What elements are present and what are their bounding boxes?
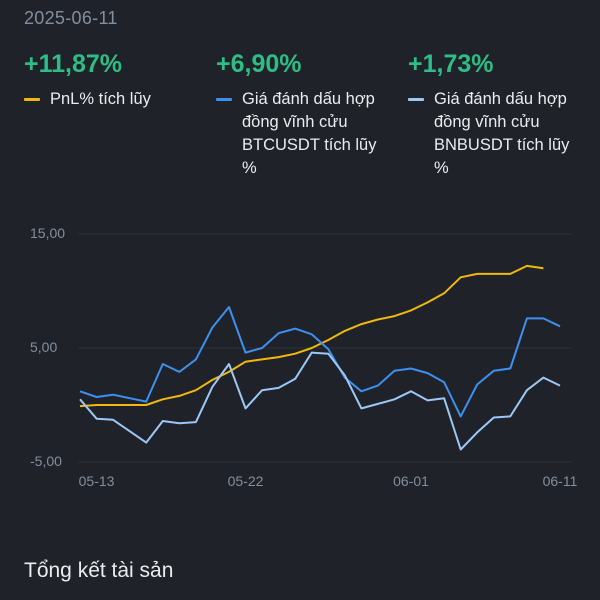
btc-legend-swatch	[216, 98, 232, 101]
pnl-legend-label: PnL% tích lũy	[50, 90, 151, 108]
bnb-legend-label: Giá đánh dấu hợp đồng vĩnh cửu BNBUSDT t…	[434, 90, 570, 177]
series-line-2	[79, 351, 561, 451]
series-line-0	[79, 264, 544, 408]
bnb-value: +1,73%	[408, 50, 494, 78]
btc-stat: +6,90% Giá đánh dấu hợp đồng vĩnh cửu BT…	[216, 50, 396, 180]
pnl-legend: PnL% tích lũy	[24, 88, 204, 111]
x-tick-label: 06-01	[393, 473, 429, 489]
y-tick-label: 5,00	[30, 339, 58, 355]
bnb-stat: +1,73% Giá đánh dấu hợp đồng vĩnh cửu BN…	[408, 50, 583, 180]
x-tick-label: 05-13	[78, 473, 115, 489]
y-tick-label: 15,00	[30, 225, 66, 241]
pnl-value: +11,87%	[24, 50, 123, 78]
x-tick-label: 05-22	[227, 473, 264, 489]
bnb-legend: Giá đánh dấu hợp đồng vĩnh cửu BNBUSDT t…	[408, 88, 584, 180]
bnb-legend-swatch	[408, 98, 424, 101]
pnl-legend-swatch	[24, 98, 40, 101]
btc-value: +6,90%	[216, 50, 302, 78]
chart-date: 2025-06-11	[24, 8, 118, 28]
pnl-stat: +11,87% PnL% tích lũy	[24, 50, 204, 111]
btc-legend-label: Giá đánh dấu hợp đồng vĩnh cửu BTCUSDT t…	[242, 90, 377, 177]
y-tick-label: -5,00	[30, 453, 62, 469]
asset-summary-title: Tổng kết tài sản	[24, 559, 174, 582]
btc-legend: Giá đánh dấu hợp đồng vĩnh cửu BTCUSDT t…	[216, 88, 392, 180]
series-line-1	[79, 306, 561, 418]
x-tick-label: 06-11	[542, 473, 578, 489]
